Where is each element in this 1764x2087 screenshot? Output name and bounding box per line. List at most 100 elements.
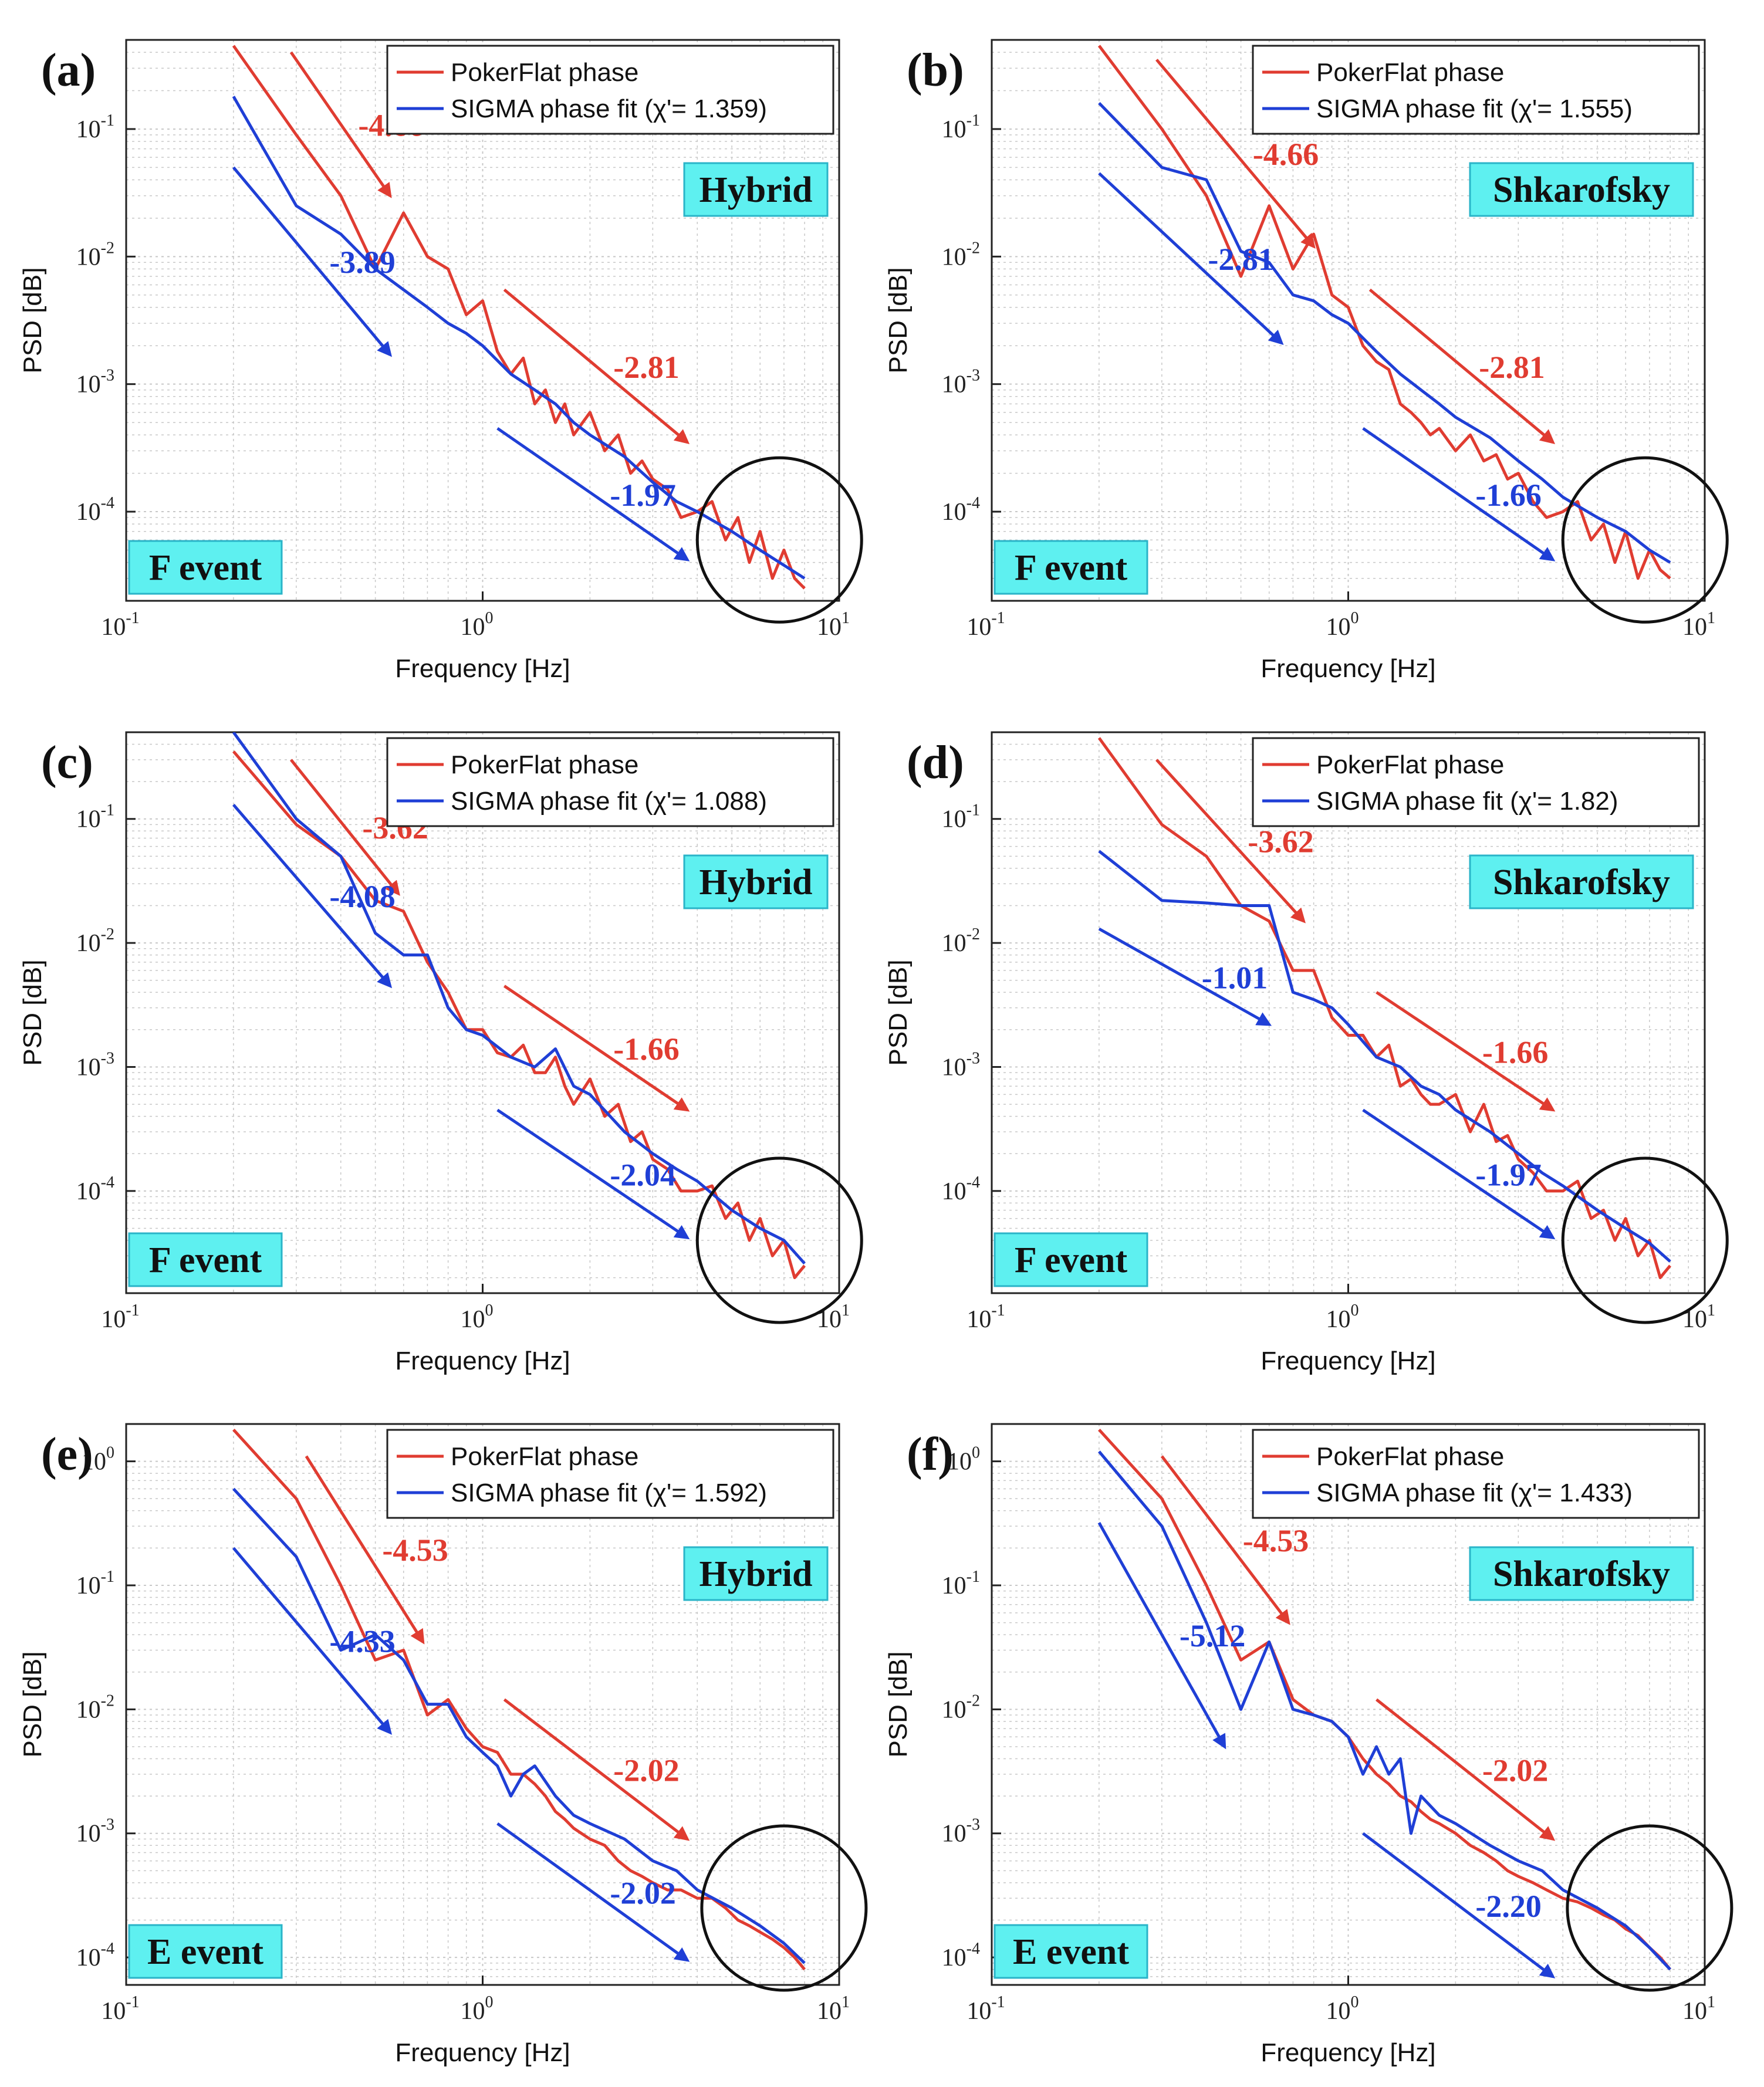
y-tick-label: 100 xyxy=(947,1444,980,1476)
legend-entry: PokerFlat phase xyxy=(451,58,638,87)
x-tick-label: 101 xyxy=(1682,1301,1715,1333)
y-tick-label: 10-2 xyxy=(942,925,980,957)
highlight-circle xyxy=(695,456,863,624)
slope-arrow xyxy=(1097,1522,1226,1750)
highlight-circle xyxy=(1561,1156,1729,1324)
y-tick-label: 100 xyxy=(82,1444,114,1476)
y-tick-label: 10-4 xyxy=(76,1940,114,1971)
x-axis-label: Frequency [Hz] xyxy=(395,654,570,683)
legend-entry: SIGMA phase fit (χ'= 1.82) xyxy=(1316,787,1618,816)
series-sigma-line xyxy=(1098,102,1671,564)
series-sigma-line xyxy=(232,732,806,1265)
slope-label: -1.01 xyxy=(1202,960,1268,996)
highlight-circle xyxy=(1561,456,1729,624)
grid xyxy=(991,39,1705,601)
legend: PokerFlat phase SIGMA phase fit (χ'= 1.43… xyxy=(1252,1429,1700,1519)
slope-label: -4.08 xyxy=(329,879,395,914)
series-sigma-line xyxy=(232,96,806,580)
x-tick-label: 100 xyxy=(461,1301,494,1333)
x-tick-label: 10-1 xyxy=(967,1993,1005,2025)
slope-label: -1.97 xyxy=(610,478,675,513)
slope-label: -2.81 xyxy=(1479,350,1545,385)
slope-label: -4.33 xyxy=(329,1624,395,1659)
slope-arrow xyxy=(1098,927,1272,1026)
y-tick-label: 10-3 xyxy=(942,1049,980,1081)
legend-entry: PokerFlat phase xyxy=(1316,750,1504,779)
panel-c: 10-1 10-2 10-3 10-4 10-1 100 101 Frequency [Hz]… xyxy=(18,731,863,1375)
y-tick-label: 10-1 xyxy=(76,801,114,833)
slope-label: -4.53 xyxy=(1243,1523,1309,1558)
model-tag-label: Hybrid xyxy=(699,862,813,902)
slope-arrow xyxy=(503,985,690,1112)
legend-box xyxy=(386,1429,834,1519)
y-tick-label: 10-1 xyxy=(942,1568,980,1599)
panel-d: 10-1 10-2 10-3 10-4 10-1 100 101 Frequency [Hz]… xyxy=(884,731,1729,1375)
y-tick-label: 10-3 xyxy=(76,367,114,398)
x-tick-label: 100 xyxy=(1326,609,1359,641)
panel-f: 100 10-1 10-2 10-3 10-4 10-1 100 101 Frequency [… xyxy=(884,1423,1733,2067)
slope-label: -2.04 xyxy=(610,1158,675,1193)
slope-arrow xyxy=(232,1547,393,1735)
slope-label: -3.89 xyxy=(329,245,395,280)
slope-arrow xyxy=(1155,759,1306,924)
slope-arrow xyxy=(1362,1108,1556,1240)
event-tag xyxy=(128,1924,283,1979)
x-tick-label: 100 xyxy=(461,1993,494,2025)
y-tick-label: 10-4 xyxy=(942,494,980,526)
y-tick-label: 10-3 xyxy=(942,1816,980,1848)
legend-entry: SIGMA phase fit (χ'= 1.433) xyxy=(1316,1479,1633,1507)
y-tick-label: 10-3 xyxy=(76,1049,114,1081)
series-group xyxy=(1097,737,1672,1280)
y-tick-label: 10-1 xyxy=(76,1568,114,1599)
slope-arrow xyxy=(1160,1455,1290,1625)
slope-label: -2.02 xyxy=(1482,1753,1548,1788)
series-group xyxy=(1097,1429,1672,1971)
highlight-circle xyxy=(1566,1824,1733,1992)
legend-entry: SIGMA phase fit (χ'= 1.555) xyxy=(1316,94,1633,123)
legend: PokerFlat phase SIGMA phase fit (χ'= 1.59… xyxy=(386,1429,834,1519)
slope-arrow xyxy=(1362,427,1556,562)
slope-arrow xyxy=(289,759,400,896)
event-tag-label: F event xyxy=(149,1240,262,1280)
slope-label: -2.02 xyxy=(613,1753,679,1788)
slope-arrow xyxy=(496,427,690,562)
slope-arrow xyxy=(1376,991,1556,1112)
model-tag-label: Shkarofsky xyxy=(1493,170,1670,210)
legend-entry: SIGMA phase fit (χ'= 1.088) xyxy=(451,787,767,816)
y-tick-label: 10-3 xyxy=(76,1816,114,1848)
slope-arrow xyxy=(503,1698,690,1841)
slope-label: -2.81 xyxy=(613,350,679,385)
panel-letter: (a) xyxy=(41,45,96,96)
slope-arrow xyxy=(1155,59,1316,249)
y-tick-label: 10-1 xyxy=(942,801,980,833)
y-axis-label: PSD [dB] xyxy=(884,1652,913,1758)
event-tag xyxy=(128,540,283,595)
x-tick-label: 10-1 xyxy=(101,1993,139,2025)
slope-arrow xyxy=(1362,1832,1556,1978)
slope-arrow xyxy=(232,166,392,357)
slope-label: -5.12 xyxy=(1180,1618,1245,1653)
series-pokerflat-line xyxy=(1097,737,1672,1280)
series-pokerflat-line xyxy=(232,45,806,590)
x-tick-label: 10-1 xyxy=(101,1301,139,1333)
y-tick-label: 10-1 xyxy=(76,111,114,143)
y-tick-label: 10-2 xyxy=(942,239,980,270)
x-tick-label: 100 xyxy=(1326,1301,1359,1333)
legend-box xyxy=(386,45,834,135)
x-tick-label: 10-1 xyxy=(967,609,1005,641)
panel-letter: (e) xyxy=(41,1429,93,1480)
y-tick-label: 10-4 xyxy=(76,494,114,526)
panel-b: 10-1 10-2 10-3 10-4 10-1 100 101 Frequency [Hz]… xyxy=(884,39,1729,683)
y-axis-label: PSD [dB] xyxy=(18,268,47,374)
y-tick-label: 10-4 xyxy=(76,1173,114,1205)
model-tag xyxy=(683,162,829,217)
model-tag-label: Shkarofsky xyxy=(1493,862,1670,902)
x-tick-label: 101 xyxy=(1682,1993,1715,2025)
slope-arrow xyxy=(496,1108,690,1240)
x-tick-label: 100 xyxy=(461,609,494,641)
x-axis-label: Frequency [Hz] xyxy=(1261,1347,1435,1375)
x-axis-label: Frequency [Hz] xyxy=(395,1347,570,1375)
panel-letter: (b) xyxy=(907,45,964,96)
event-tag xyxy=(993,1232,1148,1287)
y-axis-label: PSD [dB] xyxy=(18,1652,47,1758)
